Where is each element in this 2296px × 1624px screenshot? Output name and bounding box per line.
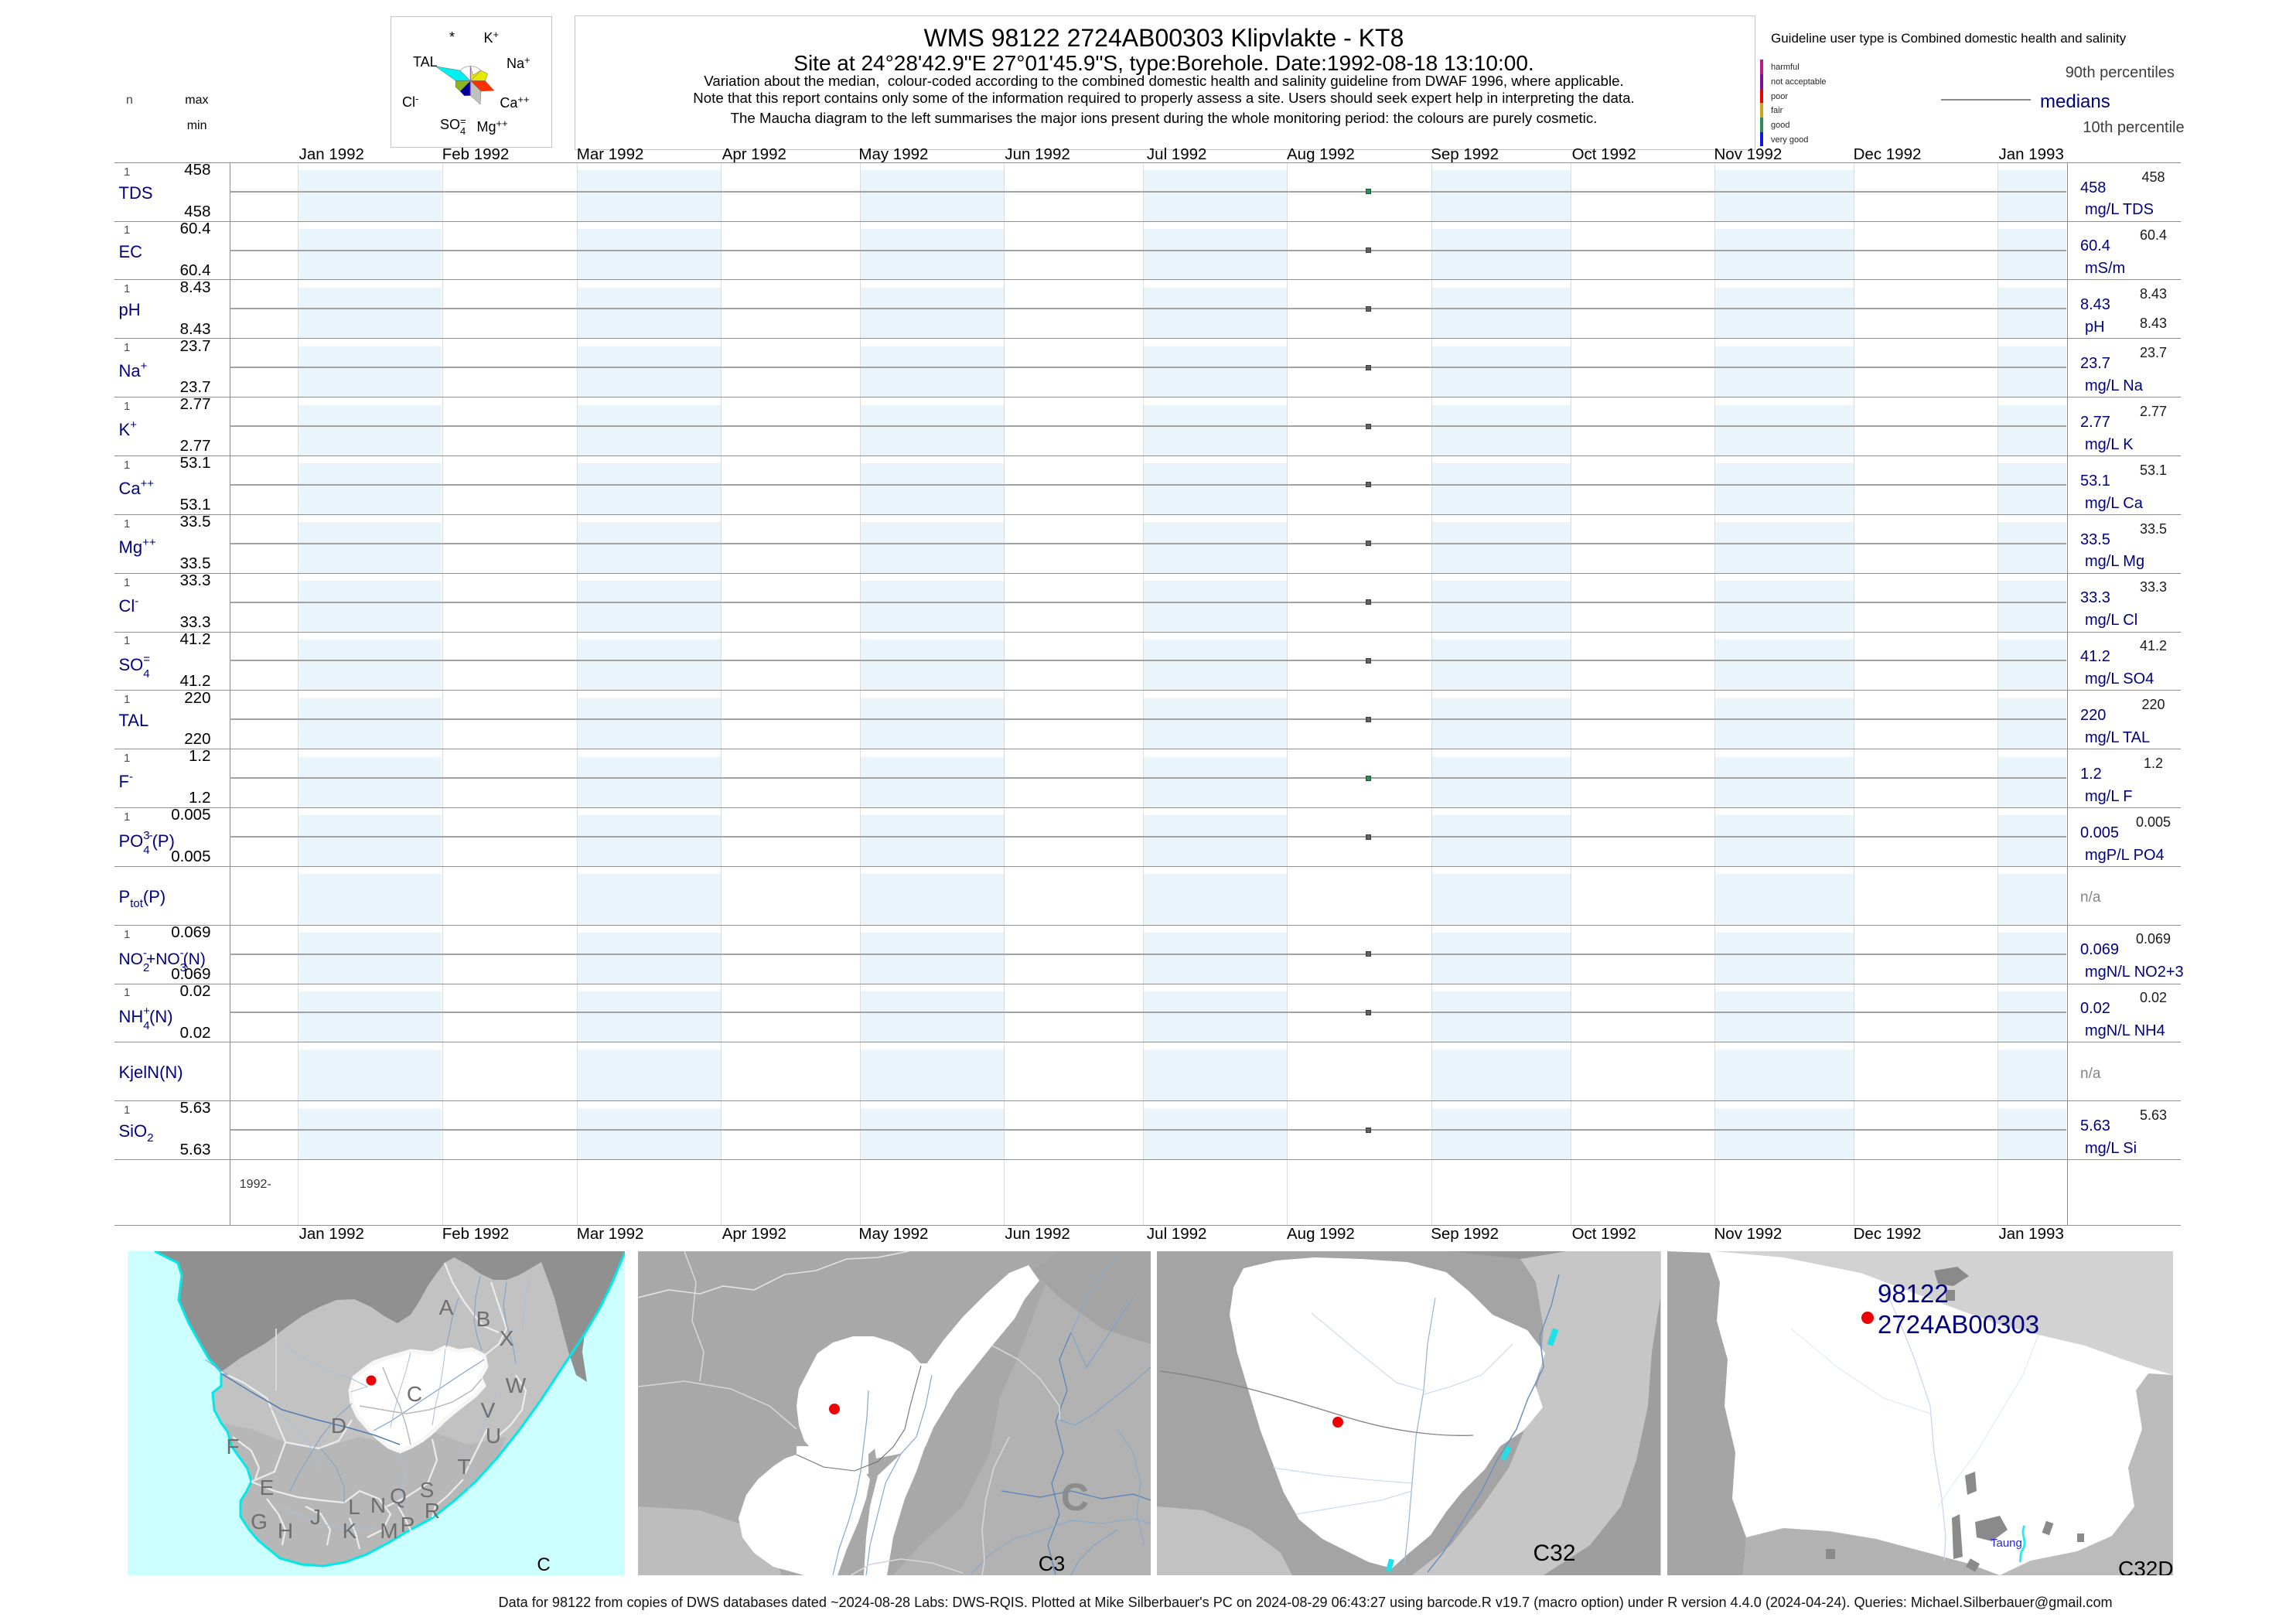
svg-text:R: R [424,1498,439,1522]
svg-text:Q: Q [390,1483,407,1507]
svg-text:E: E [259,1475,274,1499]
svg-text:Taung: Taung [1991,1536,2022,1549]
svg-text:N: N [370,1493,385,1517]
svg-text:J: J [309,1504,320,1528]
svg-text:F: F [226,1434,239,1458]
svg-text:C: C [406,1381,421,1405]
svg-text:U: U [485,1423,500,1447]
svg-text:C3: C3 [1038,1551,1065,1575]
svg-text:C: C [1061,1475,1089,1518]
svg-text:C32D: C32D [2118,1556,2173,1575]
svg-text:V: V [480,1397,495,1421]
svg-text:W: W [505,1373,526,1397]
svg-text:D: D [330,1413,346,1437]
svg-text:L: L [348,1494,360,1518]
svg-text:X: X [499,1325,513,1349]
svg-text:P: P [400,1512,415,1536]
svg-text:G: G [251,1509,268,1533]
svg-text:C: C [537,1554,550,1575]
svg-text:B: B [476,1306,490,1330]
svg-text:T: T [457,1454,470,1478]
svg-text:S: S [419,1477,434,1501]
svg-text:A: A [438,1295,453,1319]
svg-text:98122: 98122 [1878,1278,1949,1307]
svg-text:H: H [277,1518,292,1542]
svg-text:2724AB00303: 2724AB00303 [1878,1309,2039,1338]
svg-text:M: M [380,1518,397,1542]
svg-text:K: K [342,1518,357,1542]
svg-text:C32: C32 [1533,1540,1575,1565]
